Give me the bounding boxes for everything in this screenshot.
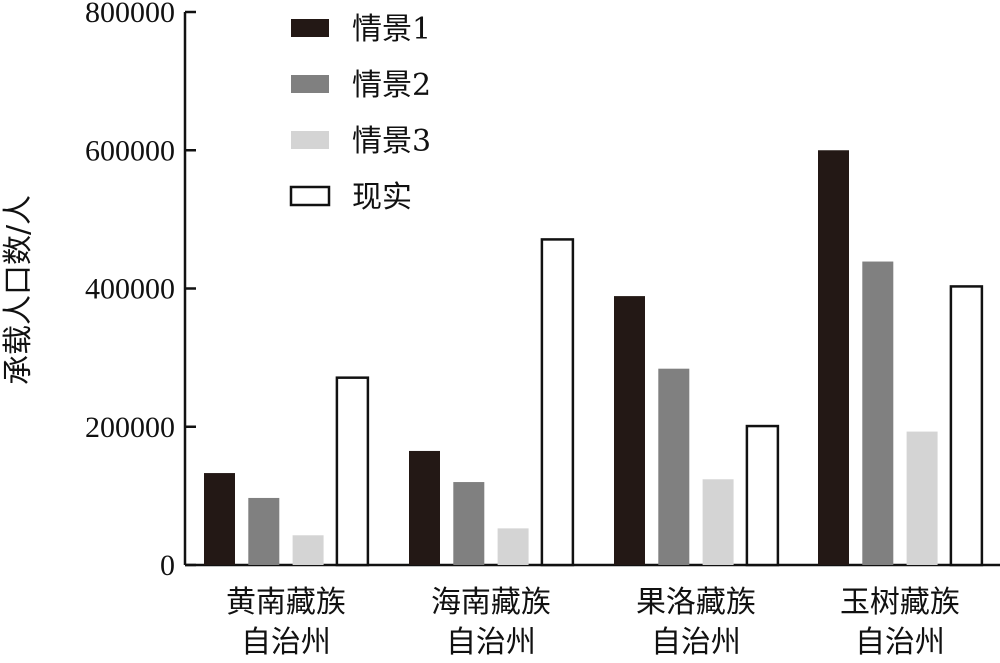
bar [335, 376, 370, 567]
x-tick-label: 玉树藏族 [840, 585, 960, 620]
y-axis-title-group: 承载人口数/人 [1, 195, 36, 385]
bar [614, 296, 645, 565]
legend-swatch [291, 131, 329, 149]
x-tick-label: 自治州 [855, 625, 945, 660]
x-tick-label: 果洛藏族 [636, 585, 756, 620]
bar [862, 261, 894, 565]
y-tick-label: 400000 [85, 273, 175, 306]
x-tick-label: 自治州 [241, 625, 331, 660]
x-tick-label: 黄南藏族 [226, 585, 346, 620]
bar [949, 285, 984, 567]
legend-label: 情景3 [352, 124, 431, 159]
x-tick-label: 海南藏族 [431, 585, 551, 620]
legend-swatch [291, 19, 329, 37]
bars [204, 150, 984, 567]
bar [204, 473, 235, 565]
y-axis-title: 承载人口数/人 [1, 195, 36, 385]
bar [745, 424, 780, 567]
y-tick-label: 0 [160, 549, 175, 582]
bar [497, 528, 529, 565]
legend-label: 情景2 [352, 68, 431, 103]
bar [906, 431, 938, 565]
x-tick-label: 自治州 [651, 625, 741, 660]
bar [409, 450, 440, 565]
bar [292, 535, 324, 565]
y-tick-label: 800000 [85, 0, 175, 29]
y-tick-label: 600000 [85, 134, 175, 167]
legend-label: 现实 [352, 180, 412, 215]
bar [818, 150, 849, 565]
x-tick-label: 自治州 [446, 625, 536, 660]
legend-label: 情景1 [352, 12, 431, 47]
y-tick-label: 200000 [85, 411, 175, 444]
legend-swatch [289, 185, 331, 207]
bar [248, 497, 280, 565]
bar [453, 482, 485, 565]
bar [702, 479, 734, 565]
bar [540, 238, 575, 567]
legend: 情景1 情景2 情景3 现实 [289, 12, 431, 215]
legend-swatch [291, 75, 329, 93]
bar [658, 368, 690, 565]
